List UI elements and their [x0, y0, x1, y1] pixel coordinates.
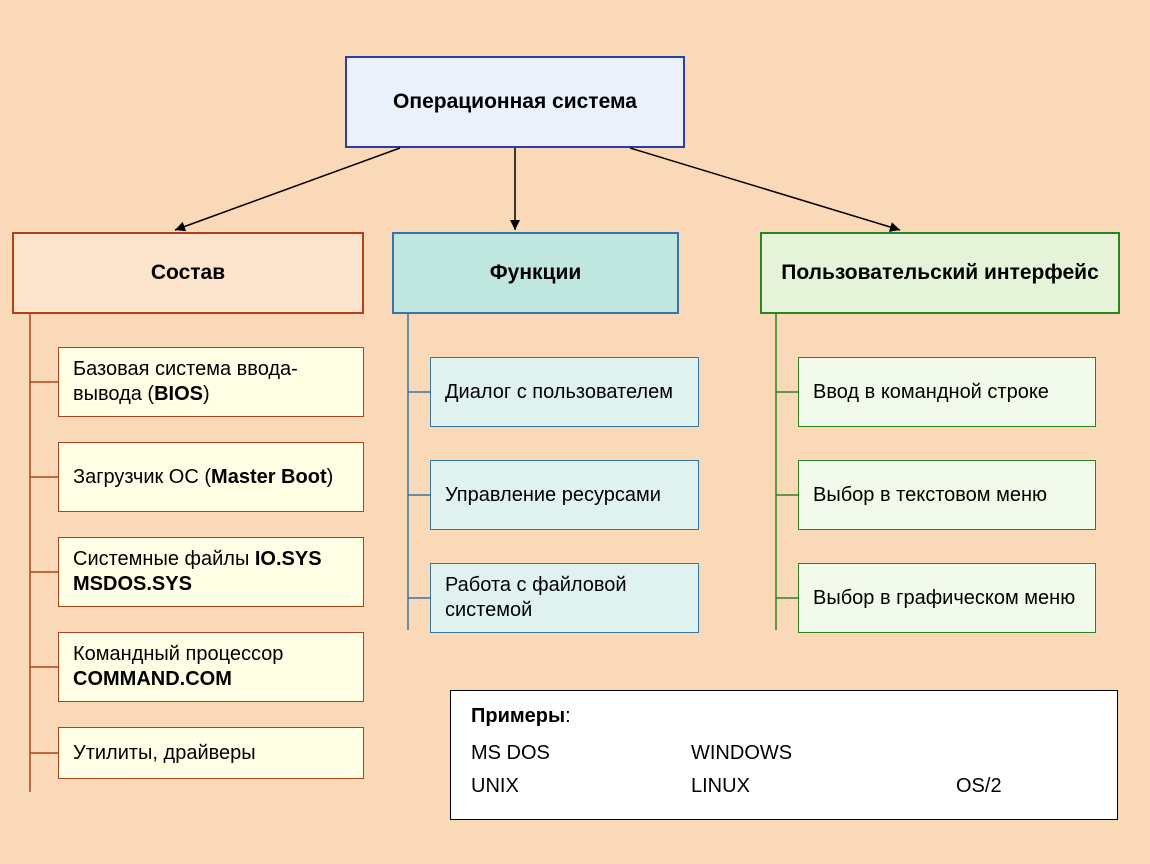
examples-cell: [956, 742, 1116, 765]
item-label: Системные файлы IO.SYS MSDOS.SYS: [73, 547, 349, 597]
item-ui-2: Выбор в графическом меню: [798, 563, 1096, 633]
item-label: Утилиты, драйверы: [73, 741, 256, 766]
root-label: Операционная система: [393, 89, 637, 114]
examples-row: MS DOSWINDOWS: [471, 742, 1097, 765]
item-label: Загрузчик ОС (Master Boot): [73, 465, 333, 490]
item-label: Диалог с пользователем: [445, 380, 673, 405]
examples-cell: MS DOS: [471, 742, 691, 765]
item-label: Управление ресурсами: [445, 483, 661, 508]
item-functions-2: Работа с файловой системой: [430, 563, 699, 633]
column-header-functions: Функции: [392, 232, 679, 314]
column-header-label: Функции: [490, 260, 582, 285]
column-header-ui: Пользовательский интерфейс: [760, 232, 1120, 314]
item-composition-3: Командный процессор COMMAND.COM: [58, 632, 364, 702]
item-ui-1: Выбор в текстовом меню: [798, 460, 1096, 530]
item-composition-0: Базовая система ввода-вывода (BIOS): [58, 347, 364, 417]
examples-cell: OS/2: [956, 775, 1116, 798]
item-functions-0: Диалог с пользователем: [430, 357, 699, 427]
column-header-label: Состав: [151, 260, 225, 285]
item-label: Работа с файловой системой: [445, 573, 684, 623]
examples-cell: WINDOWS: [691, 742, 956, 765]
examples-row: UNIXLINUXOS/2: [471, 775, 1097, 798]
item-label: Выбор в графическом меню: [813, 586, 1075, 611]
diagram-canvas: Операционная система Состав Базовая систем…: [0, 0, 1150, 864]
item-composition-2: Системные файлы IO.SYS MSDOS.SYS: [58, 537, 364, 607]
item-functions-1: Управление ресурсами: [430, 460, 699, 530]
examples-cell: LINUX: [691, 775, 956, 798]
column-header-composition: Состав: [12, 232, 364, 314]
item-label: Базовая система ввода-вывода (BIOS): [73, 357, 349, 407]
column-header-label: Пользовательский интерфейс: [781, 260, 1099, 285]
item-label: Командный процессор COMMAND.COM: [73, 642, 349, 692]
item-composition-4: Утилиты, драйверы: [58, 727, 364, 779]
item-label: Выбор в текстовом меню: [813, 483, 1047, 508]
examples-cell: UNIX: [471, 775, 691, 798]
examples-title: Примеры:: [471, 705, 1097, 728]
item-label: Ввод в командной строке: [813, 380, 1049, 405]
examples-box: Примеры:MS DOSWINDOWSUNIXLINUXOS/2: [450, 690, 1118, 820]
item-composition-1: Загрузчик ОС (Master Boot): [58, 442, 364, 512]
root-node: Операционная система: [345, 56, 685, 148]
item-ui-0: Ввод в командной строке: [798, 357, 1096, 427]
